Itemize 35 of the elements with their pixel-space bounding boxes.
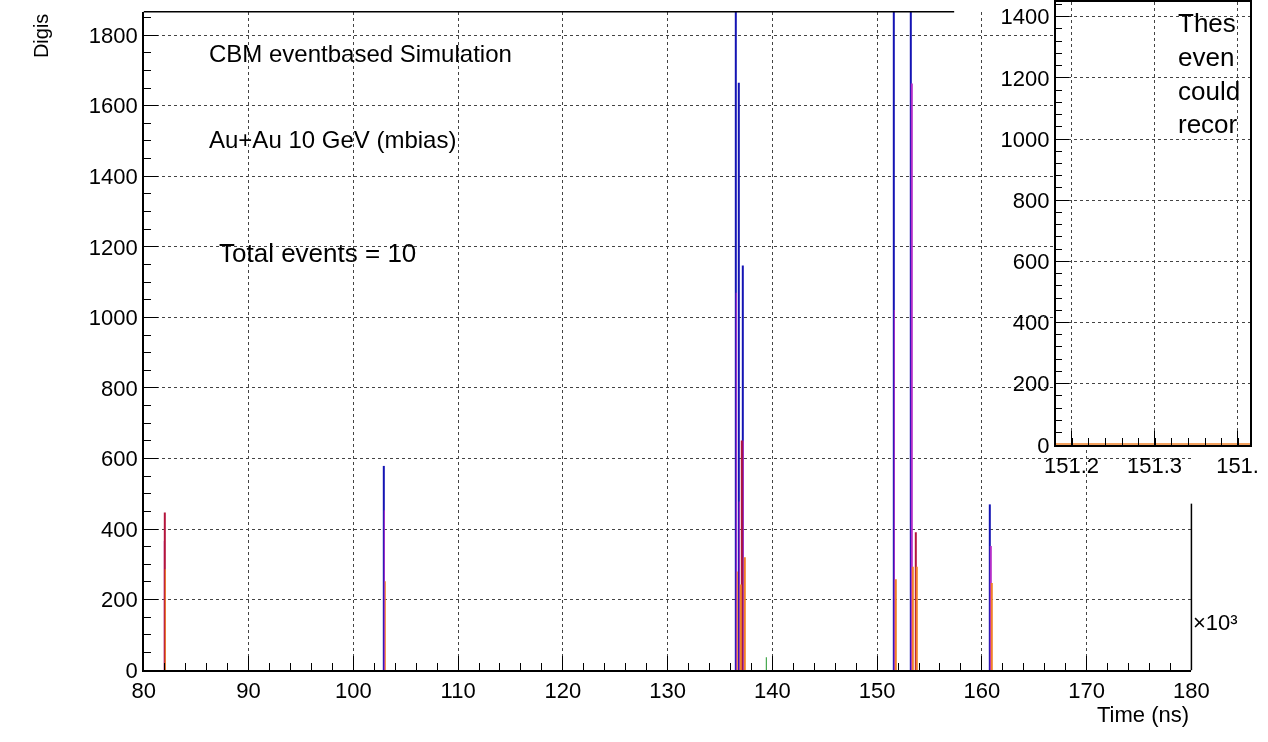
x-tick-label: 140 — [754, 678, 791, 704]
y-tick-label: 600 — [1012, 249, 1050, 275]
y-tick-label: 600 — [100, 446, 138, 472]
y-tick-label: 1000 — [1000, 126, 1050, 152]
x-axis-title: Time (ns) — [1097, 702, 1190, 727]
x-tick-label: 100 — [334, 678, 372, 704]
text: ×10³ — [1193, 610, 1238, 635]
x-tick-label: 110 — [440, 678, 476, 704]
y-tick-label: 1400 — [88, 163, 138, 189]
y-tick-label: 1200 — [1000, 65, 1050, 91]
x-tick-label: 130 — [649, 678, 686, 704]
y-tick-label: 400 — [1012, 310, 1050, 336]
x-tick-label: 151.3 — [1126, 453, 1183, 479]
annotation: Thes even could recor — [1178, 8, 1241, 140]
x-tick-label: 180 — [1173, 678, 1210, 704]
y-tick-label: 400 — [100, 516, 138, 542]
y-axis-title: Digis — [30, 13, 53, 59]
x-tick-label: 160 — [963, 678, 1001, 704]
x-tick-label: 120 — [544, 678, 582, 704]
y-tick-label: 200 — [100, 587, 138, 613]
y-tick-label: 200 — [1012, 371, 1050, 397]
y-tick-label: 1200 — [88, 234, 138, 260]
annotation: Au+Au 10 GeV (mbias) — [209, 126, 457, 153]
x-tick-label: 90 — [236, 678, 261, 704]
x-tick-label: 150 — [858, 678, 896, 704]
y-tick-label: 1600 — [88, 93, 138, 119]
y-tick-label: 800 — [1012, 187, 1050, 213]
x-tick-label: 151. — [1216, 453, 1259, 479]
y-tick-label: 800 — [100, 375, 138, 401]
y-tick-label: 1800 — [88, 22, 138, 48]
annotation: CBM eventbased Simulation — [209, 40, 512, 67]
y-tick-label: 1400 — [1000, 4, 1050, 30]
annotation: Total events = 10 — [219, 238, 417, 268]
y-tick-label: 1000 — [88, 305, 138, 331]
x-tick-label: 170 — [1068, 678, 1106, 704]
